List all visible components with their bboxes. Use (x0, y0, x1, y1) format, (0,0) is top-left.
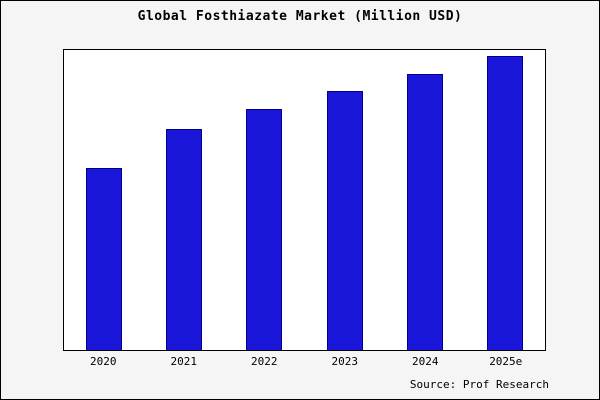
x-tick-label-2025e: 2025e (489, 355, 523, 368)
plot-area (63, 49, 546, 351)
x-tick-label-2023: 2023 (331, 355, 359, 368)
x-tick-label-2020: 2020 (90, 355, 117, 368)
x-axis-tick-labels: 2020 2021 2022 2023 2024 2025e (63, 355, 546, 368)
chart-title: Global Fosthiazate Market (Million USD) (137, 9, 463, 24)
bar-group (64, 50, 545, 350)
x-tick-label-2021: 2021 (170, 355, 198, 368)
x-tick-label-2024: 2024 (412, 355, 439, 368)
bar-2023 (326, 91, 363, 350)
bar-2024 (406, 73, 443, 350)
bar-2025e (486, 55, 523, 350)
x-tick-label-2022: 2022 (251, 355, 278, 368)
bar-2022 (246, 108, 283, 350)
bar-2020 (86, 167, 123, 350)
bar-2021 (166, 129, 203, 350)
source-text: Source: Prof Research (409, 378, 549, 391)
